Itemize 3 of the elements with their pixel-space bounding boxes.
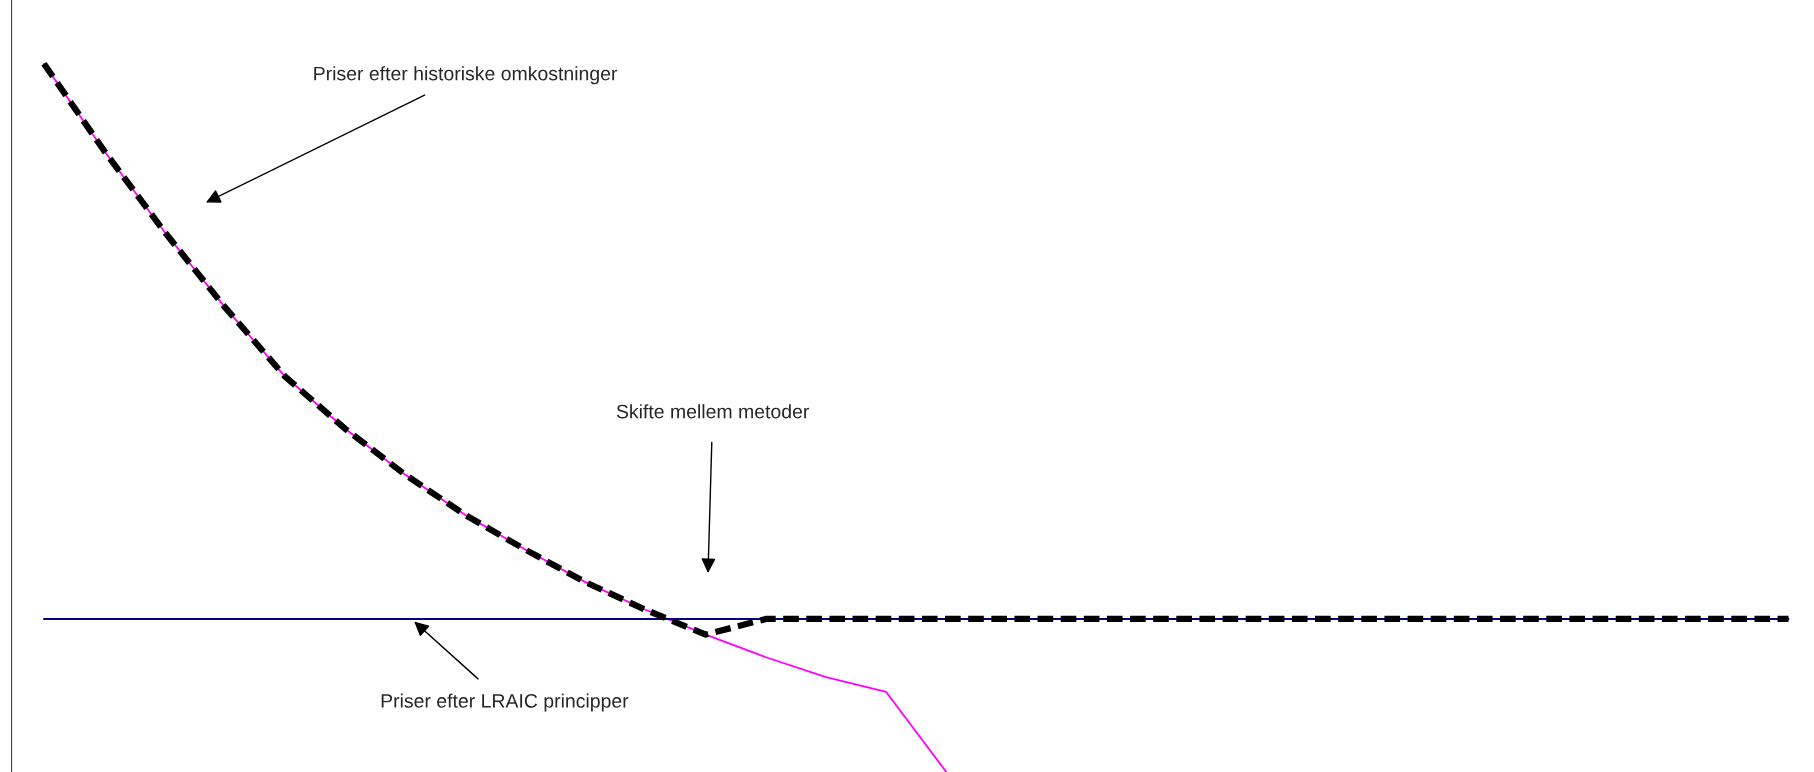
annotation: Priser efter historiske omkostninger [314,66,618,85]
annotation: Priser efter LRAIC principper [381,693,629,712]
annotation: Skifte mellem metoder [616,404,810,419]
